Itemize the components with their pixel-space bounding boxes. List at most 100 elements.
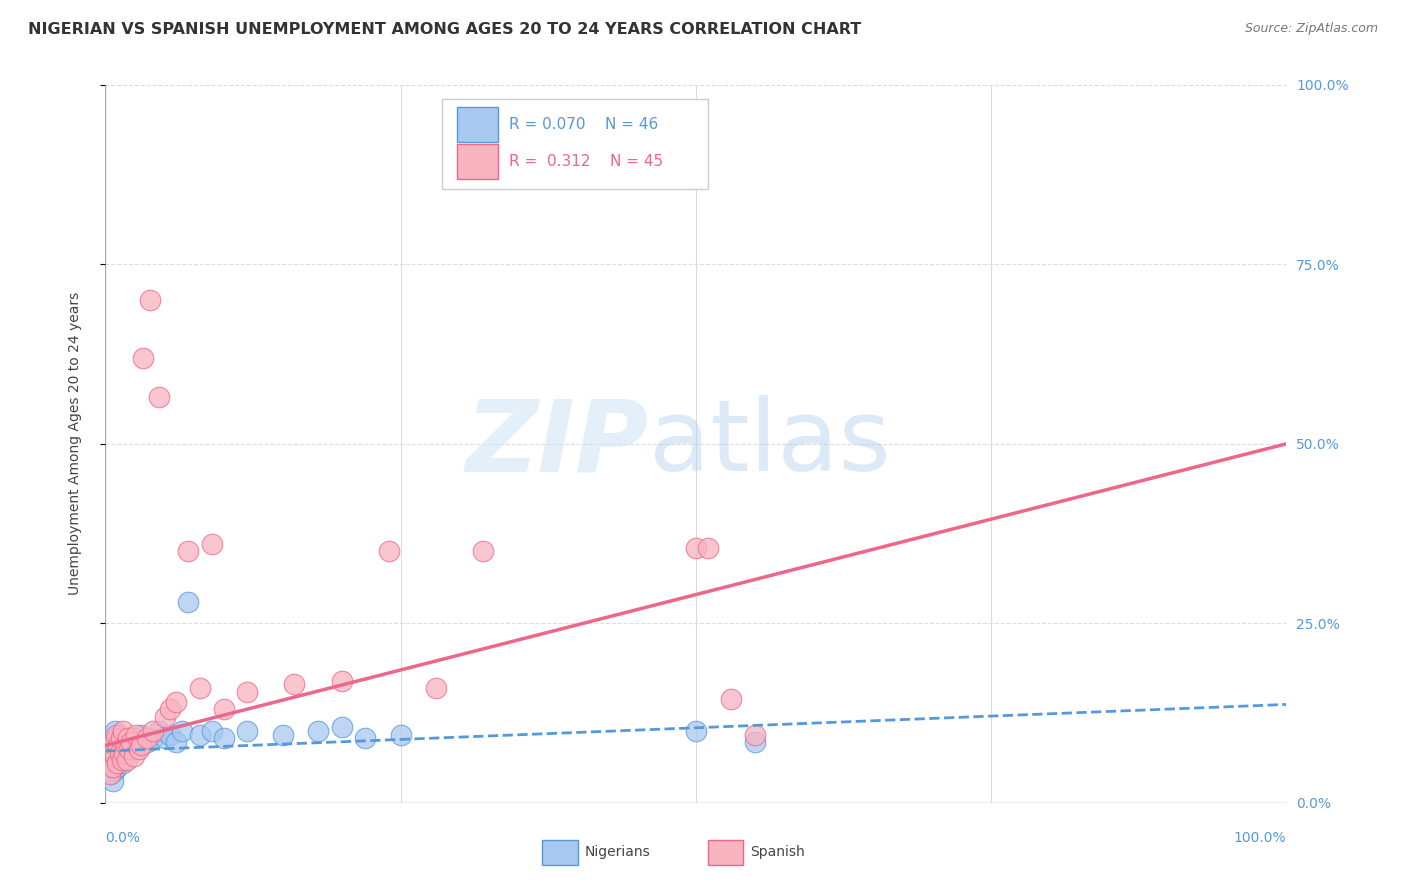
Point: [115, 746, 138, 760]
Point: [105, 739, 128, 753]
Bar: [707, 840, 744, 865]
Point: [114, 731, 136, 746]
Point: [107, 742, 129, 756]
Point: [378, 544, 401, 558]
Point: [112, 739, 135, 753]
Text: Source: ZipAtlas.com: Source: ZipAtlas.com: [1244, 22, 1378, 36]
Point: [330, 720, 353, 734]
Point: [98, 760, 121, 774]
Point: [120, 735, 142, 749]
Point: [236, 724, 259, 739]
Point: [685, 541, 707, 555]
Point: [105, 760, 128, 774]
Point: [153, 731, 176, 746]
Point: [118, 742, 141, 756]
Point: [115, 753, 138, 767]
Point: [104, 724, 127, 739]
Point: [107, 739, 129, 753]
Point: [135, 735, 157, 749]
Point: [111, 753, 134, 767]
Point: [685, 724, 707, 739]
Point: [283, 677, 305, 691]
Point: [177, 595, 200, 609]
Point: [103, 746, 125, 760]
Point: [112, 724, 135, 739]
Point: [100, 767, 122, 781]
Point: [101, 774, 124, 789]
Point: [389, 728, 412, 742]
Point: [135, 731, 157, 746]
Point: [111, 746, 134, 760]
Text: NIGERIAN VS SPANISH UNEMPLOYMENT AMONG AGES 20 TO 24 YEARS CORRELATION CHART: NIGERIAN VS SPANISH UNEMPLOYMENT AMONG A…: [28, 22, 862, 37]
Y-axis label: Unemployment Among Ages 20 to 24 years: Unemployment Among Ages 20 to 24 years: [67, 293, 82, 595]
Point: [172, 724, 194, 739]
Point: [139, 293, 162, 307]
Point: [128, 742, 150, 756]
Point: [159, 702, 181, 716]
Point: [101, 731, 124, 746]
Point: [188, 681, 211, 695]
FancyBboxPatch shape: [457, 144, 498, 179]
Point: [142, 731, 165, 746]
Point: [129, 739, 152, 753]
Text: R = 0.070    N = 46: R = 0.070 N = 46: [509, 117, 658, 132]
Point: [744, 728, 766, 742]
Point: [165, 695, 187, 709]
Text: 0.0%: 0.0%: [105, 831, 141, 846]
Point: [212, 702, 235, 716]
Text: atlas: atlas: [648, 395, 890, 492]
Point: [177, 544, 200, 558]
Point: [744, 735, 766, 749]
Point: [110, 731, 132, 746]
Point: [148, 724, 170, 739]
Text: R =  0.312    N = 45: R = 0.312 N = 45: [509, 154, 664, 169]
Point: [201, 537, 224, 551]
Point: [720, 691, 742, 706]
Point: [108, 749, 131, 764]
Point: [103, 756, 125, 771]
Point: [124, 731, 146, 746]
Point: [118, 742, 141, 756]
Point: [188, 728, 211, 742]
FancyBboxPatch shape: [457, 107, 498, 142]
Point: [132, 351, 155, 365]
Point: [105, 756, 128, 771]
Point: [98, 767, 121, 781]
Point: [165, 735, 187, 749]
Text: Spanish: Spanish: [751, 846, 806, 859]
Point: [104, 764, 127, 778]
Point: [201, 724, 224, 739]
Point: [472, 544, 495, 558]
Point: [354, 731, 377, 746]
Point: [105, 731, 128, 746]
Point: [120, 735, 142, 749]
Point: [330, 673, 353, 688]
Text: 100.0%: 100.0%: [1234, 831, 1286, 846]
Point: [128, 739, 150, 753]
Bar: [543, 840, 578, 865]
Text: Nigerians: Nigerians: [585, 846, 651, 859]
Point: [108, 746, 131, 760]
Point: [696, 541, 718, 555]
Point: [105, 728, 128, 742]
Point: [105, 753, 128, 767]
Point: [98, 753, 121, 767]
Point: [212, 731, 235, 746]
Point: [142, 724, 165, 739]
Point: [159, 728, 181, 742]
Point: [236, 684, 259, 698]
Point: [153, 709, 176, 723]
Point: [148, 390, 170, 404]
Point: [101, 760, 124, 774]
Point: [110, 735, 132, 749]
Point: [100, 742, 122, 756]
Point: [100, 739, 122, 753]
Point: [114, 739, 136, 753]
Point: [112, 756, 135, 771]
Point: [125, 728, 148, 742]
Text: ZIP: ZIP: [465, 395, 648, 492]
Point: [122, 749, 145, 764]
Point: [117, 731, 139, 746]
Point: [103, 735, 125, 749]
Point: [98, 753, 121, 767]
